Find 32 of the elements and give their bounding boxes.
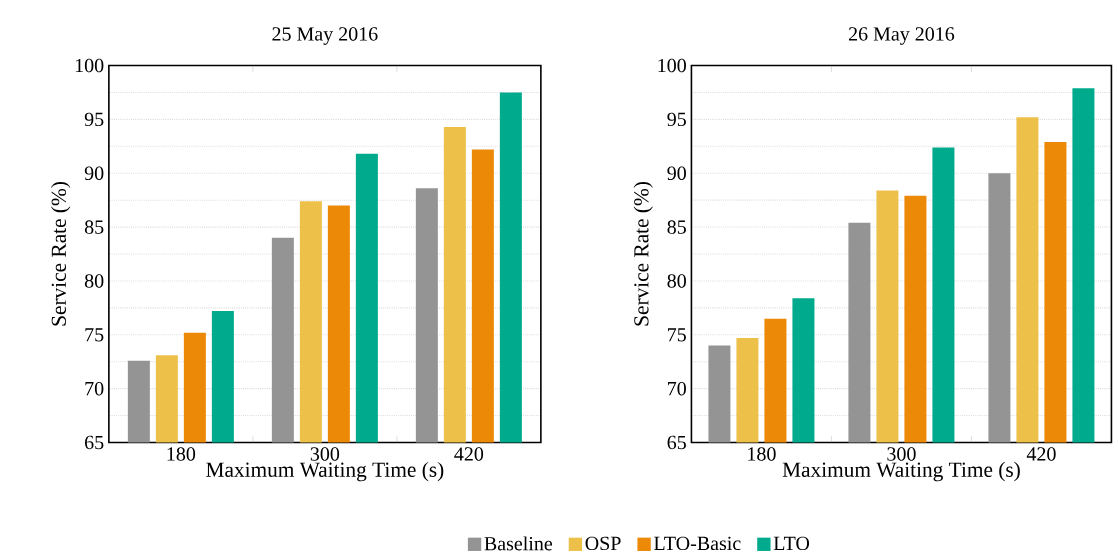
- y-tick-label: 100: [75, 58, 104, 73]
- y-tick-label: 70: [668, 381, 686, 396]
- x-tick-label: 420: [1026, 447, 1056, 461]
- y-axis-title: Service Rate (%): [50, 182, 71, 326]
- y-tick-label: 65: [667, 435, 686, 450]
- y-tick-label: 100: [658, 58, 686, 73]
- legend-label: Baseline: [484, 536, 553, 551]
- chart-title: 26 May 2016: [848, 27, 955, 45]
- legend-label: LTO-Basic: [654, 536, 741, 551]
- y-tick-label: 90: [667, 166, 686, 180]
- x-tick-label: 180: [167, 447, 196, 461]
- y-tick-label: 75: [85, 328, 104, 342]
- y-tick-label: 80: [667, 274, 686, 288]
- legend-label: OSP: [585, 536, 621, 551]
- y-tick-label: 75: [668, 328, 686, 342]
- y-tick-label: 95: [84, 112, 104, 127]
- legend-label: LTO: [773, 536, 810, 551]
- y-tick-label: 95: [667, 112, 686, 127]
- x-axis-title: Maximum Waiting Time (s): [206, 461, 444, 482]
- x-tick-label: 300: [310, 447, 340, 461]
- chart-title: 25 May 2016: [272, 27, 378, 45]
- x-tick-label: 300: [887, 447, 916, 461]
- y-tick-label: 65: [85, 435, 104, 450]
- y-axis-title: Service Rate (%): [633, 182, 653, 326]
- y-tick-label: 90: [84, 166, 104, 180]
- y-tick-label: 70: [85, 381, 104, 396]
- y-tick-label: 80: [84, 274, 104, 288]
- y-tick-label: 85: [84, 220, 104, 234]
- y-tick-label: 85: [667, 220, 686, 234]
- x-tick-label: 420: [454, 447, 484, 461]
- x-axis-title: Maximum Waiting Time (s): [782, 461, 1020, 482]
- x-tick-label: 180: [748, 447, 776, 461]
